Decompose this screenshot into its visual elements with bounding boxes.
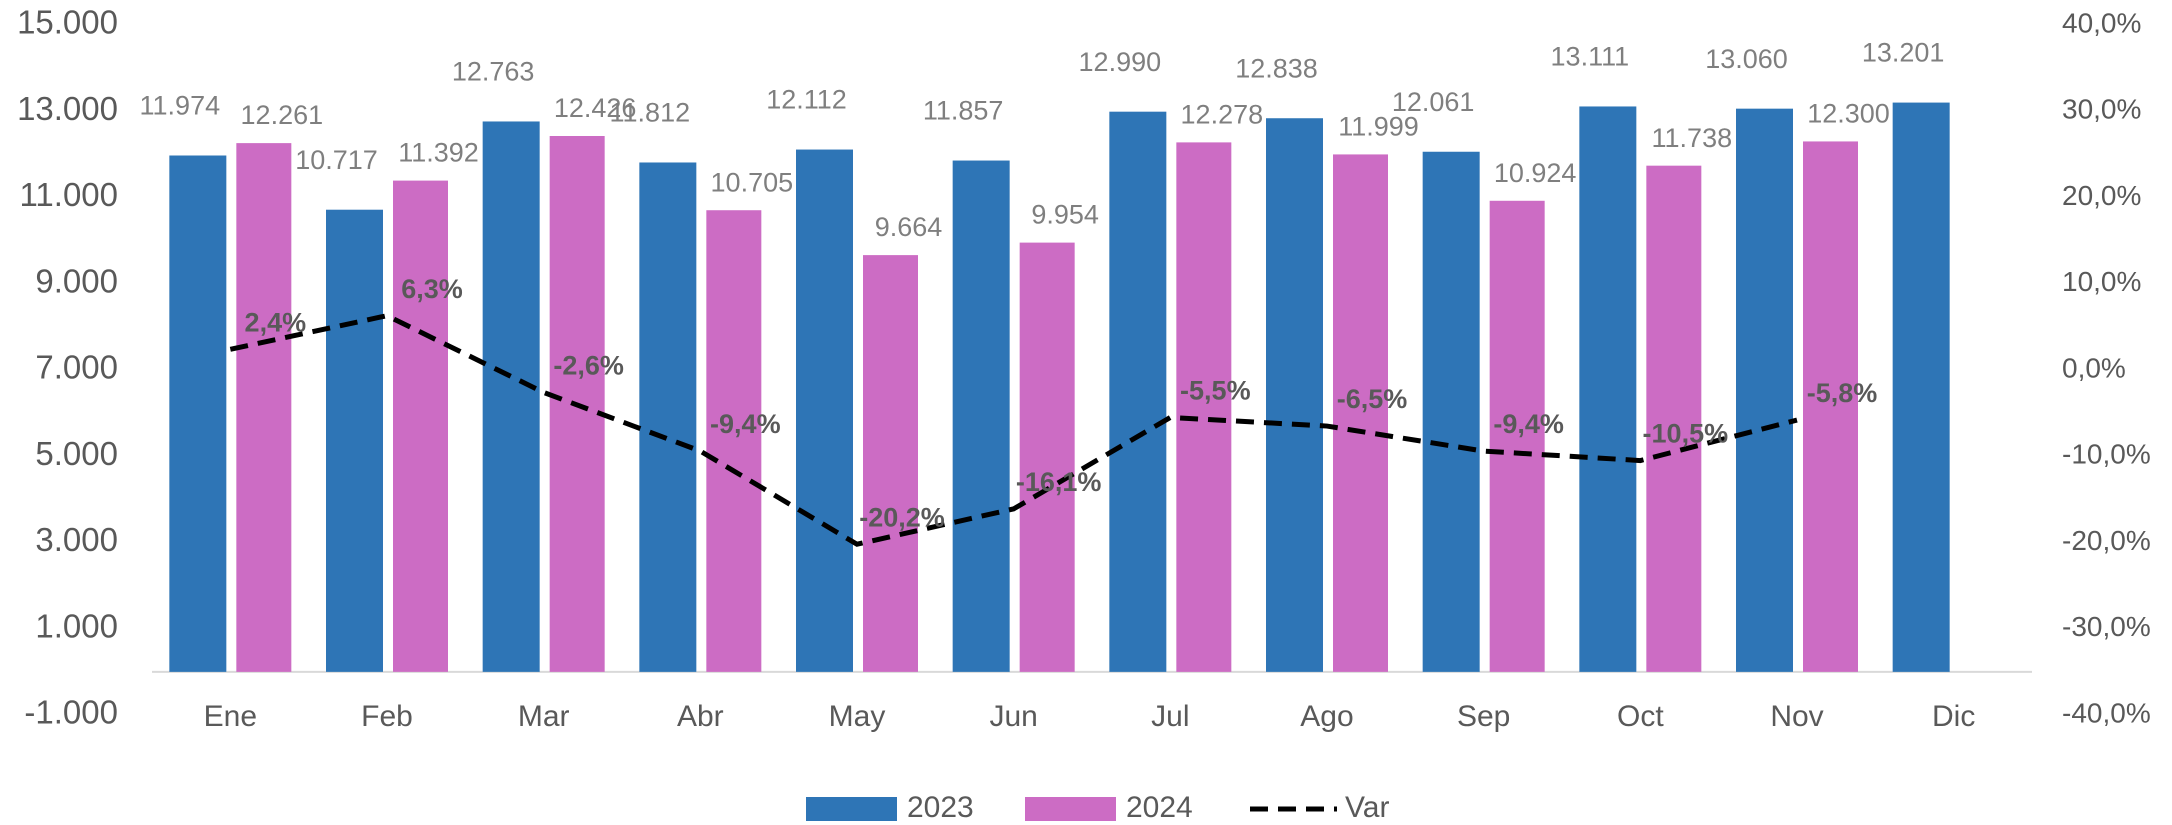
bar-value-label: 12.990: [1079, 47, 1162, 77]
x-tick-label: Ago: [1300, 700, 1353, 733]
bar-value-label: 12.278: [1181, 100, 1264, 130]
y-tick-label: 11.000: [20, 176, 118, 213]
line-value-label: 2,4%: [245, 307, 307, 337]
y2-tick-label: -20,0%: [2062, 525, 2151, 556]
bar-value-label: 12.763: [452, 57, 535, 87]
bar-value-label: 9.954: [1031, 200, 1099, 230]
line-series: [229, 313, 1798, 547]
bar: [169, 155, 227, 672]
bar-value-label: 12.426: [554, 93, 637, 123]
bar: [1646, 165, 1702, 672]
x-tick-label: Mar: [518, 700, 570, 733]
x-tick-label: Abr: [677, 700, 724, 733]
y-tick-label: 5.000: [35, 435, 118, 472]
line-value-label: -10,5%: [1643, 419, 1729, 449]
bar-value-label: 13.060: [1705, 44, 1788, 74]
x-tick-label: Jun: [989, 700, 1037, 733]
bar-value-label: 12.300: [1807, 99, 1890, 129]
bar-value-label: 11.857: [923, 96, 1004, 126]
legend-label: Var: [1345, 791, 1389, 824]
bar: [1422, 151, 1480, 672]
bar: [1019, 242, 1075, 672]
bar-value-label: 12.261: [241, 100, 324, 130]
bar-value-label: 10.924: [1494, 158, 1577, 188]
line-value-label: -6,5%: [1337, 384, 1408, 414]
bar: [393, 180, 448, 672]
y2-tick-label: -40,0%: [2062, 697, 2151, 728]
bar: [1176, 142, 1232, 672]
bar: [1489, 200, 1545, 672]
bar-value-label: 9.664: [875, 212, 943, 242]
x-tick-label: Jul: [1151, 700, 1189, 733]
y2-tick-label: -30,0%: [2062, 611, 2151, 642]
y-tick-label: 3.000: [35, 521, 118, 558]
y2-tick-label: 40,0%: [2062, 7, 2141, 38]
y2-tick-label: 10,0%: [2062, 266, 2141, 297]
bar-value-label: 13.111: [1551, 42, 1630, 72]
bar-value-label: 11.392: [398, 138, 479, 168]
x-tick-label: Feb: [361, 700, 413, 733]
line-value-label: -5,8%: [1807, 378, 1878, 408]
line-value-label: -2,6%: [553, 351, 624, 381]
x-tick-label: May: [829, 700, 886, 733]
bar: [326, 209, 383, 672]
bar: [1803, 141, 1858, 672]
bar: [706, 210, 762, 672]
line-value-label: -9,4%: [710, 409, 781, 439]
y-tick-label: 15.000: [17, 4, 118, 41]
bar-value-label: 12.112: [766, 85, 847, 115]
line-value-label: -9,4%: [1493, 409, 1564, 439]
legend-label: 2023: [907, 791, 974, 824]
bar: [863, 255, 918, 672]
y-tick-label: 1.000: [35, 607, 118, 644]
line-value-label: -5,5%: [1180, 376, 1251, 406]
bar: [236, 143, 292, 672]
x-tick-label: Oct: [1617, 700, 1664, 733]
bar: [1109, 111, 1167, 672]
bar-value-label: 10.717: [295, 145, 378, 175]
bar-value-label: 11.974: [140, 91, 221, 121]
bar-value-label: 12.061: [1392, 87, 1475, 117]
x-tick-label: Sep: [1457, 700, 1510, 733]
legend-swatch: [1025, 797, 1116, 821]
bar-value-label: 10.705: [711, 167, 794, 197]
y-tick-label: 7.000: [35, 349, 118, 386]
y-tick-label: 13.000: [17, 90, 118, 127]
x-tick-label: Nov: [1770, 700, 1823, 733]
y-tick-label: 9.000: [35, 262, 118, 299]
y2-tick-label: -10,0%: [2062, 439, 2151, 470]
bar: [1736, 108, 1793, 672]
legend-label: 2024: [1126, 791, 1193, 824]
bar: [952, 160, 1010, 672]
y2-tick-label: 30,0%: [2062, 94, 2141, 125]
bar: [1333, 154, 1388, 672]
x-tick-label: Dic: [1932, 700, 1975, 733]
legend-swatch: [806, 797, 897, 821]
bar: [1579, 106, 1637, 672]
bar-value-label: 11.812: [610, 98, 691, 128]
x-tick-label: Ene: [204, 700, 257, 733]
bar-value-label: 11.999: [1338, 112, 1419, 142]
bar-value-label: 13.201: [1862, 38, 1945, 68]
bar: [1892, 102, 1950, 672]
line-value-label: 6,3%: [401, 274, 463, 304]
bar-value-label: 11.738: [1652, 123, 1733, 153]
line-value-label: -20,2%: [859, 502, 945, 532]
bar: [1266, 118, 1323, 672]
bar: [796, 149, 853, 672]
y2-tick-label: 20,0%: [2062, 180, 2141, 211]
line-value-label: -16,1%: [1016, 467, 1102, 497]
y-tick-label: -1.000: [24, 694, 118, 731]
bar: [639, 162, 697, 672]
bar: [482, 121, 540, 672]
y2-tick-label: 0,0%: [2062, 352, 2126, 383]
bar-value-label: 12.838: [1235, 53, 1318, 83]
